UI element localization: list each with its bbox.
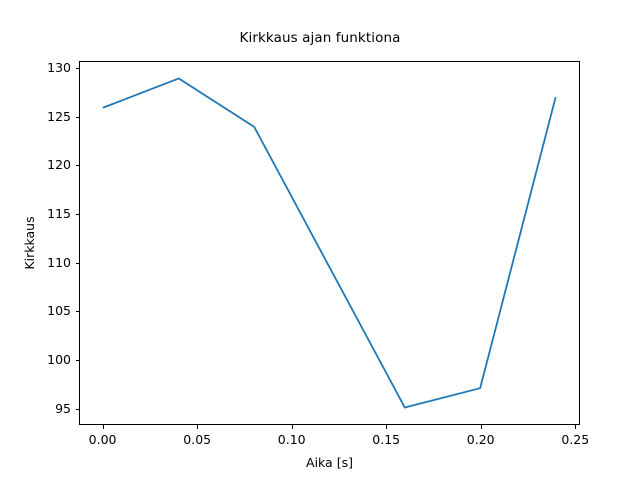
page-title: Kirkkaus ajan funktiona xyxy=(239,30,401,46)
x-tick-mark xyxy=(291,425,293,429)
y-tick-mark xyxy=(75,262,79,264)
y-tick-mark xyxy=(75,67,79,69)
x-tick-label: 0.15 xyxy=(372,432,401,447)
plot-axes xyxy=(79,61,580,425)
y-tick-mark xyxy=(75,116,79,118)
line-series-svg xyxy=(102,77,557,409)
x-tick-label: 0.25 xyxy=(561,432,590,447)
x-tick-mark xyxy=(386,425,388,429)
x-tick-mark xyxy=(575,425,577,429)
x-tick-mark xyxy=(197,425,199,429)
y-tick-label: 95 xyxy=(55,400,71,416)
y-tick-label: 110 xyxy=(47,254,71,270)
x-tick-label: 0.05 xyxy=(183,432,212,447)
y-tick-label: 105 xyxy=(47,303,71,319)
x-tick-label: 0.10 xyxy=(277,432,306,447)
y-tick-label: 130 xyxy=(47,59,71,75)
y-tick-label: 125 xyxy=(47,108,71,124)
y-tick-mark xyxy=(75,165,79,167)
y-tick-label: 120 xyxy=(47,157,71,173)
line-series-kirkkaus xyxy=(102,77,557,409)
x-axis-label: Aika [s] xyxy=(306,455,353,470)
y-tick-mark xyxy=(75,213,79,215)
y-tick-label: 100 xyxy=(47,351,71,367)
y-tick-mark xyxy=(75,408,79,410)
y-tick-mark xyxy=(75,311,79,313)
x-tick-label: 0.20 xyxy=(466,432,495,447)
y-tick-mark xyxy=(75,359,79,361)
y-axis-label: Kirkkaus xyxy=(22,216,37,270)
x-tick-label: 0.00 xyxy=(88,432,117,447)
x-tick-mark xyxy=(102,425,104,429)
y-tick-label: 115 xyxy=(47,205,71,221)
x-tick-mark xyxy=(480,425,482,429)
